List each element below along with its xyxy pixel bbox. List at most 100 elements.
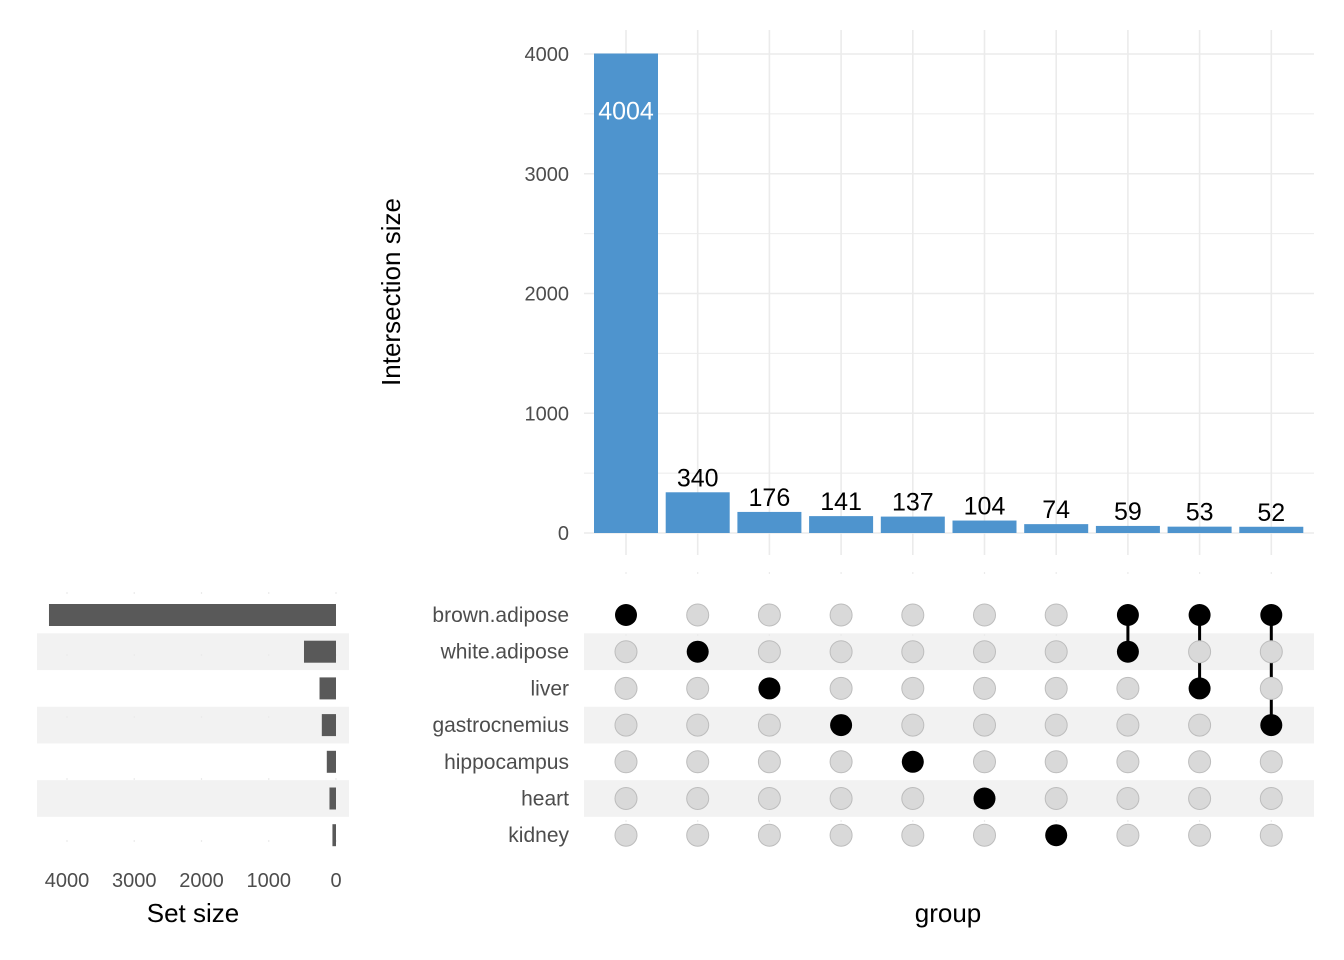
matrix-dot-inactive: [1116, 823, 1140, 847]
bar-value-label: 4004: [598, 98, 654, 126]
matrix-dot-active: [1116, 604, 1139, 626]
matrix-dot-inactive: [1259, 676, 1283, 700]
matrix-dot-inactive: [829, 750, 853, 774]
matrix-dot-active: [901, 750, 924, 773]
set-size-bar: [319, 677, 336, 700]
set-size-tick-label: 4000: [45, 870, 90, 892]
intersection-bar: [737, 511, 802, 533]
set-size-bar: [321, 714, 336, 737]
set-size-stripe: [37, 633, 349, 671]
matrix-dot-inactive: [614, 713, 638, 737]
matrix-dot-active: [1188, 677, 1211, 700]
matrix-dot-inactive: [757, 787, 781, 810]
bar-value-label: 137: [892, 489, 934, 517]
matrix-dot-inactive: [1044, 713, 1068, 737]
matrix-dot-inactive: [1044, 603, 1068, 627]
y-tick-label: 1000: [525, 403, 570, 425]
matrix-dot-inactive: [829, 640, 853, 664]
set-size-bar: [303, 640, 336, 663]
matrix-dot-inactive: [973, 603, 996, 627]
set-size-bar: [48, 604, 337, 626]
matrix-dot-inactive: [757, 713, 781, 737]
bar-value-label: 176: [749, 484, 791, 512]
matrix-dot-inactive: [757, 750, 781, 774]
matrix-dot-inactive: [829, 603, 853, 627]
matrix-dot-inactive: [829, 823, 853, 847]
matrix-dot-active: [686, 640, 709, 663]
intersection-bar-labels: 4004 340 176 141 137 104 74 59 53 52: [598, 98, 1285, 527]
matrix-dot-inactive: [757, 640, 781, 664]
matrix-dot-inactive: [1044, 787, 1068, 810]
matrix-dot-inactive: [686, 787, 710, 810]
matrix-dot-inactive: [1116, 676, 1140, 700]
bar-value-label: 340: [677, 464, 719, 492]
matrix-dot-inactive: [1116, 750, 1140, 774]
matrix-dot-inactive: [1188, 823, 1212, 847]
matrix-dot-inactive: [1188, 750, 1212, 774]
set-label: gastrocnemius: [432, 714, 569, 737]
set-label: brown.adipose: [432, 604, 569, 627]
set-label: kidney: [508, 824, 569, 847]
set-size-bars: [48, 604, 337, 847]
intersection-bar: [952, 520, 1017, 533]
matrix-dots: [614, 603, 1283, 847]
matrix-dot-inactive: [901, 787, 925, 810]
matrix-dot-active: [1188, 604, 1211, 626]
matrix-dot-inactive: [1259, 823, 1283, 847]
matrix-dot-inactive: [1188, 640, 1212, 664]
set-size-bar: [329, 787, 336, 810]
matrix-dot-inactive: [614, 787, 638, 810]
matrix-dot-active: [1260, 714, 1283, 737]
set-size-bar: [332, 824, 336, 847]
matrix-dot-inactive: [757, 823, 781, 847]
matrix-dot-inactive: [1259, 750, 1283, 774]
y-tick-label: 4000: [525, 44, 570, 66]
set-size-stripe: [37, 706, 349, 744]
matrix-dot-inactive: [973, 823, 996, 847]
matrix-dot-inactive: [829, 676, 853, 700]
set-size-x-axis-title: Set size: [147, 898, 240, 928]
matrix-dot-inactive: [973, 713, 996, 737]
matrix-dot-inactive: [614, 640, 638, 664]
matrix-dot-inactive: [686, 603, 710, 627]
intersection-bar: [665, 492, 730, 533]
matrix-dot-inactive: [901, 640, 925, 664]
bar-value-label: 53: [1186, 499, 1214, 527]
matrix-dot-inactive: [1116, 787, 1140, 810]
set-label: liver: [530, 677, 569, 700]
intersection-bar: [1239, 526, 1304, 533]
matrix-dot-inactive: [614, 676, 638, 700]
matrix-dot-inactive: [757, 603, 781, 627]
y-tick-label: 2000: [525, 284, 570, 306]
intersection-grid: [584, 30, 1314, 555]
matrix-dot-inactive: [973, 640, 996, 664]
matrix-dot-inactive: [901, 713, 925, 737]
set-size-x-ticks: 4000 3000 2000 1000 0: [45, 870, 342, 892]
set-size-bar: [326, 750, 336, 773]
matrix-dot-inactive: [614, 823, 638, 847]
set-size-tick-label: 3000: [112, 870, 157, 892]
matrix-dot-active: [1045, 824, 1068, 847]
matrix-x-axis-title: group: [915, 898, 982, 928]
bar-value-label: 52: [1257, 499, 1285, 527]
set-label: white.adipose: [440, 641, 569, 664]
matrix-dot-inactive: [1044, 640, 1068, 664]
intersection-y-axis-title: Intersection size: [376, 198, 406, 386]
set-size-tick-label: 0: [330, 870, 341, 892]
matrix-dot-inactive: [1116, 713, 1140, 737]
intersection-bars: [594, 53, 1304, 534]
set-size-tick-label: 2000: [179, 870, 224, 892]
set-label: heart: [521, 788, 569, 811]
intersection-bar: [594, 53, 658, 534]
bar-value-label: 59: [1114, 498, 1142, 526]
y-tick-label: 3000: [525, 164, 570, 186]
matrix-dot-active: [1116, 640, 1139, 663]
matrix-dot-inactive: [686, 713, 710, 737]
matrix-dot-inactive: [686, 823, 710, 847]
set-size-row-stripes: [37, 633, 349, 817]
matrix-dot-inactive: [1044, 676, 1068, 700]
intersection-y-ticks: 0 1000 2000 3000 4000: [525, 44, 570, 545]
matrix-dot-inactive: [1188, 787, 1212, 810]
bar-value-label: 141: [820, 488, 862, 516]
